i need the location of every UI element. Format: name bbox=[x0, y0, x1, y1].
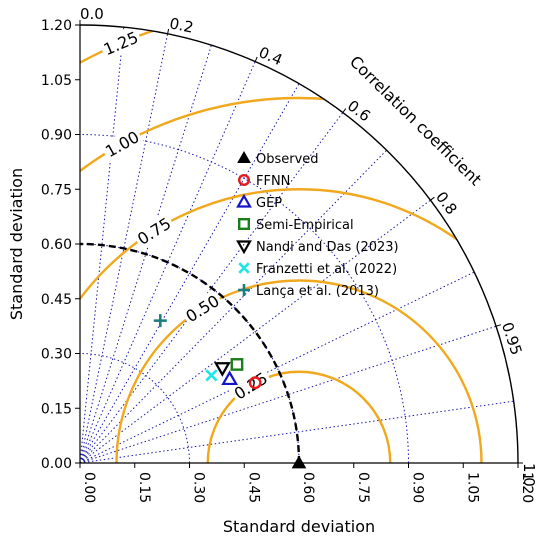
correlation-tick-label: 0.95 bbox=[498, 320, 526, 357]
x-tick-label: 0.00 bbox=[81, 472, 97, 503]
x-tick-label: 0.90 bbox=[410, 472, 426, 503]
data-point-lan-a-et-al-2013 bbox=[153, 314, 167, 328]
correlation-tick-mark bbox=[342, 108, 347, 113]
rms-contour bbox=[80, 96, 518, 463]
data-point-gep bbox=[221, 370, 239, 386]
legend-item: Observed bbox=[237, 150, 319, 167]
correlation-gridline bbox=[79, 112, 344, 464]
legend-label: Franzetti et al. (2022) bbox=[256, 262, 397, 277]
data-point-franzetti-et-al-2022 bbox=[205, 369, 218, 382]
data-point-ffnn bbox=[248, 376, 262, 390]
correlation-axis-label: Correlation coefficient bbox=[346, 52, 486, 189]
y-tick-label: 0.45 bbox=[41, 292, 72, 308]
rms-contours bbox=[80, 25, 518, 463]
legend-label: FFNN bbox=[256, 174, 290, 189]
rms-label: 1.25 bbox=[101, 28, 141, 59]
y-tick-label: 0.75 bbox=[41, 182, 72, 198]
reference-std-arc bbox=[79, 242, 301, 464]
std-gridline bbox=[79, 353, 190, 464]
correlation-gridline bbox=[79, 149, 387, 464]
rms-label-bg bbox=[99, 125, 145, 163]
y-tick-label: 0.15 bbox=[41, 401, 72, 417]
data-point-observed bbox=[291, 455, 307, 469]
y-tick-label: 1.20 bbox=[41, 18, 72, 34]
legend-item: Lança et al. (2013) bbox=[238, 284, 379, 299]
correlation-gridline bbox=[79, 27, 125, 464]
correlation-tick-label: 0.2 bbox=[168, 14, 195, 36]
legend-label: GEP bbox=[256, 196, 282, 211]
correlation-gridline bbox=[79, 271, 475, 464]
x-axis-label: Standard deviation bbox=[223, 517, 375, 536]
correlation-tick-mark bbox=[167, 28, 170, 34]
y-tick-label: 0.30 bbox=[41, 347, 72, 363]
x-tick-label: 0.30 bbox=[191, 472, 207, 503]
rms-label-bg bbox=[98, 25, 144, 61]
y-tick-label: 0.60 bbox=[41, 237, 72, 253]
legend-label: Lança et al. (2013) bbox=[256, 284, 379, 299]
correlation-tick-label: 0.6 bbox=[344, 97, 374, 126]
legend-item: Semi-Empirical bbox=[237, 217, 354, 233]
y-tick-label: 0.00 bbox=[41, 456, 72, 472]
rms-label-bg bbox=[180, 289, 225, 328]
x-tick-label: 0.75 bbox=[355, 472, 371, 503]
correlation-tick-label: 1.0 bbox=[520, 463, 538, 487]
outer-arc bbox=[79, 24, 519, 464]
x-tick-label: 0.45 bbox=[245, 472, 261, 503]
x-tick-label: 1.05 bbox=[464, 472, 480, 503]
correlation-tick-mark bbox=[430, 196, 435, 201]
rms-contour bbox=[80, 188, 518, 463]
rms-contour bbox=[206, 370, 392, 463]
correlation-tick-mark bbox=[254, 56, 258, 62]
legend-label: Semi-Empirical bbox=[256, 218, 354, 233]
legend-item: Franzetti et al. (2022) bbox=[238, 262, 397, 277]
legend: Observed FFNN GEP Semi-Empirical Nandi and D… bbox=[236, 150, 399, 299]
correlation-tick-label: 0.0 bbox=[80, 5, 104, 23]
axes: 0.000.000.150.150.300.300.450.450.600.60… bbox=[41, 5, 538, 503]
x-tick-label: 0.15 bbox=[136, 472, 152, 503]
rms-contour bbox=[115, 279, 483, 463]
y-tick-label: 1.05 bbox=[41, 73, 72, 89]
std-gridline bbox=[79, 134, 409, 464]
correlation-tick-label: 0.8 bbox=[432, 188, 461, 218]
correlation-tick-mark bbox=[495, 324, 502, 327]
correlation-gridline bbox=[79, 33, 169, 464]
data-points bbox=[153, 314, 307, 469]
data-point-nandi-and-das-2023 bbox=[213, 362, 231, 377]
correlation-tick-label: 0.4 bbox=[256, 43, 285, 69]
correlation-gridline bbox=[79, 400, 514, 464]
correlation-gridline bbox=[79, 61, 256, 464]
data-point-semi-empirical bbox=[230, 358, 244, 371]
rms-label-bg bbox=[131, 211, 177, 250]
legend-item: Nandi and Das (2023) bbox=[236, 240, 399, 255]
legend-label: Nandi and Das (2023) bbox=[256, 240, 399, 255]
y-tick-label: 0.90 bbox=[41, 128, 72, 144]
correlation-gridline bbox=[79, 83, 300, 464]
y-axis-label: Standard deviation bbox=[7, 168, 26, 320]
legend-label: Observed bbox=[256, 152, 319, 167]
correlation-gridline bbox=[79, 199, 431, 464]
legend-item: GEP bbox=[236, 193, 282, 211]
legend-item: FFNN bbox=[237, 173, 290, 189]
x-tick-label: 0.60 bbox=[300, 472, 316, 503]
x-tick-label: 1.20 bbox=[519, 472, 535, 503]
correlation-gridline bbox=[79, 325, 497, 464]
